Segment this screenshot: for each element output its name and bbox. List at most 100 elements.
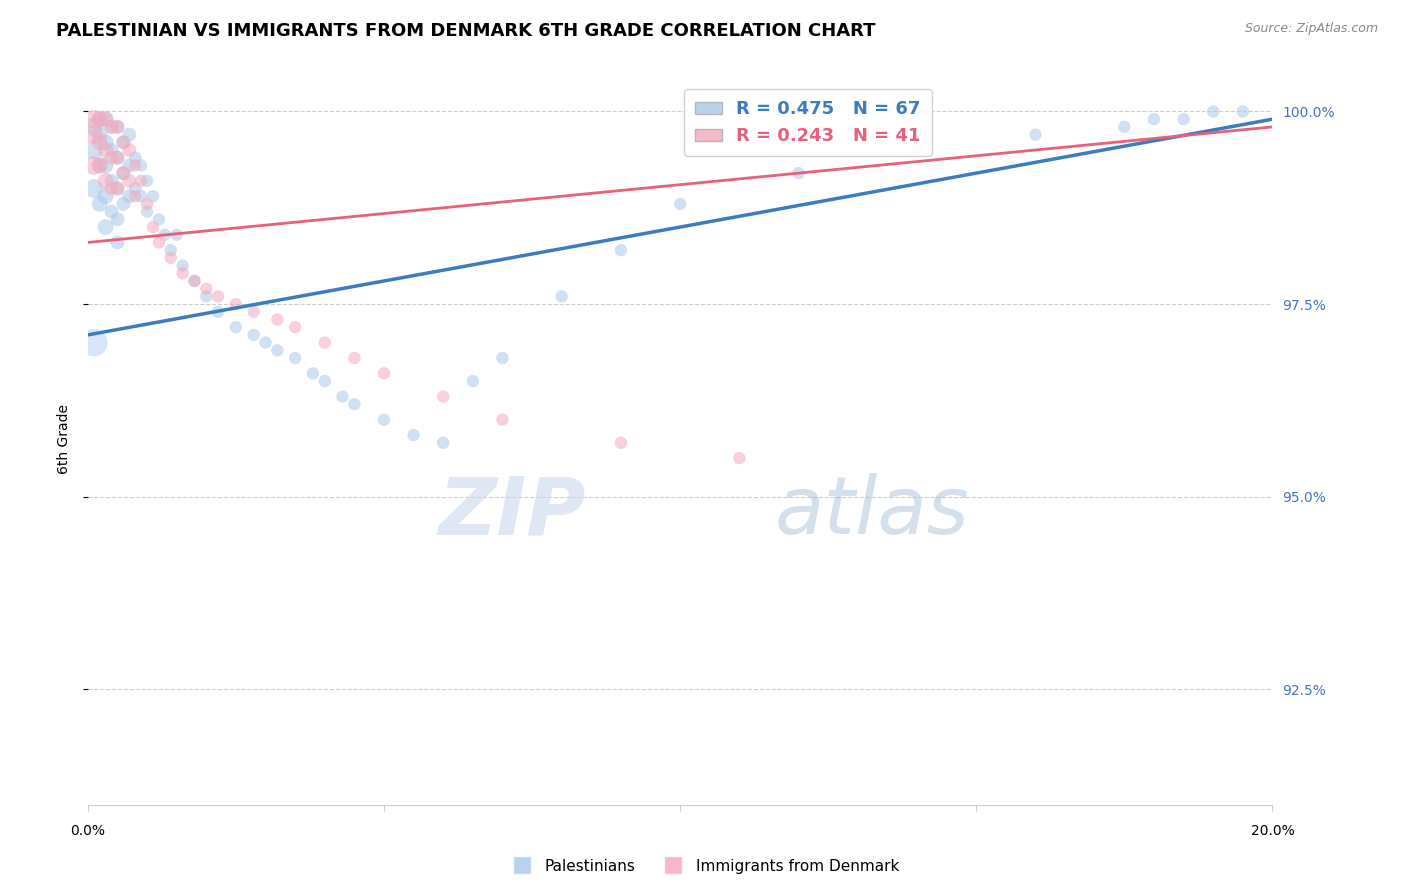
Point <box>343 351 366 365</box>
Point <box>100 204 122 219</box>
Point <box>242 305 264 319</box>
Point <box>669 197 692 211</box>
Point <box>207 289 229 303</box>
Point <box>83 181 105 195</box>
Point <box>314 335 336 350</box>
Point <box>284 320 307 334</box>
Point <box>112 166 135 180</box>
Point <box>112 166 135 180</box>
Point <box>107 120 129 134</box>
Point <box>166 227 188 242</box>
Point <box>302 367 325 381</box>
Point <box>94 112 117 127</box>
Point <box>89 112 111 127</box>
Point <box>373 412 395 426</box>
Point <box>314 374 336 388</box>
Point <box>107 120 129 134</box>
Point <box>905 143 928 157</box>
Point <box>343 397 366 411</box>
Point <box>1173 112 1195 127</box>
Point <box>183 274 205 288</box>
Point <box>124 181 146 195</box>
Point <box>550 289 572 303</box>
Point <box>107 212 129 227</box>
Point <box>83 335 105 350</box>
Point <box>142 220 165 235</box>
Point <box>136 174 159 188</box>
Point <box>1024 128 1046 142</box>
Point <box>136 197 159 211</box>
Point <box>207 305 229 319</box>
Point <box>610 243 633 257</box>
Point <box>129 158 152 172</box>
Legend: Palestinians, Immigrants from Denmark: Palestinians, Immigrants from Denmark <box>501 853 905 880</box>
Point <box>1114 120 1136 134</box>
Point <box>100 151 122 165</box>
Point <box>225 320 247 334</box>
Point <box>94 220 117 235</box>
Point <box>432 435 454 450</box>
Point <box>94 158 117 172</box>
Point <box>89 158 111 172</box>
Point <box>136 204 159 219</box>
Point <box>94 112 117 127</box>
Point <box>159 243 181 257</box>
Point <box>1202 104 1225 119</box>
Point <box>112 136 135 150</box>
Point <box>83 112 105 127</box>
Point <box>1232 104 1254 119</box>
Point <box>94 136 117 150</box>
Point <box>373 367 395 381</box>
Point <box>148 212 170 227</box>
Point <box>100 143 122 157</box>
Point <box>100 120 122 134</box>
Point <box>94 143 117 157</box>
Point <box>284 351 307 365</box>
Point <box>461 374 484 388</box>
Point <box>787 166 810 180</box>
Point <box>118 158 141 172</box>
Point <box>89 128 111 142</box>
Point <box>118 128 141 142</box>
Point <box>112 136 135 150</box>
Point <box>491 351 513 365</box>
Point <box>89 158 111 172</box>
Point <box>89 136 111 150</box>
Point <box>107 151 129 165</box>
Point <box>112 197 135 211</box>
Point <box>129 174 152 188</box>
Point <box>728 451 751 466</box>
Point <box>94 174 117 188</box>
Point <box>107 181 129 195</box>
Text: Source: ZipAtlas.com: Source: ZipAtlas.com <box>1244 22 1378 36</box>
Text: PALESTINIAN VS IMMIGRANTS FROM DENMARK 6TH GRADE CORRELATION CHART: PALESTINIAN VS IMMIGRANTS FROM DENMARK 6… <box>56 22 876 40</box>
Legend: R = 0.475   N = 67, R = 0.243   N = 41: R = 0.475 N = 67, R = 0.243 N = 41 <box>685 89 932 156</box>
Point <box>148 235 170 250</box>
Point <box>118 143 141 157</box>
Point <box>83 158 105 172</box>
Point <box>100 120 122 134</box>
Point <box>83 143 105 157</box>
Point <box>124 158 146 172</box>
Point <box>89 112 111 127</box>
Point <box>107 235 129 250</box>
Point <box>94 189 117 203</box>
Point <box>195 282 218 296</box>
Text: 0.0%: 0.0% <box>70 824 105 838</box>
Point <box>266 343 288 358</box>
Point <box>118 174 141 188</box>
Point <box>172 259 194 273</box>
Text: ZIP: ZIP <box>439 473 585 551</box>
Point <box>1143 112 1166 127</box>
Point <box>242 327 264 342</box>
Point <box>266 312 288 326</box>
Point <box>89 197 111 211</box>
Point <box>159 251 181 265</box>
Point <box>100 174 122 188</box>
Point <box>83 120 105 134</box>
Y-axis label: 6th Grade: 6th Grade <box>58 404 72 474</box>
Point <box>129 189 152 203</box>
Text: atlas: atlas <box>775 473 970 551</box>
Point <box>432 390 454 404</box>
Point <box>107 151 129 165</box>
